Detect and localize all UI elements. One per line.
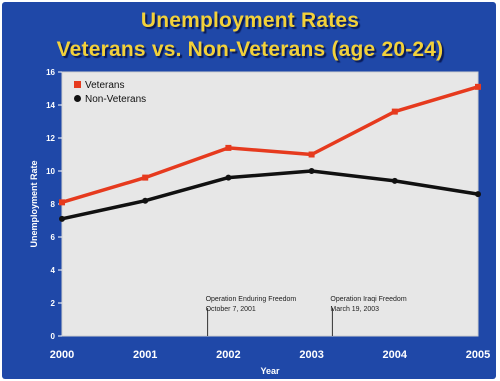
y-tick-label: 16 bbox=[46, 68, 55, 77]
y-tick-label: 12 bbox=[46, 134, 55, 143]
data-point bbox=[391, 108, 398, 115]
data-point bbox=[142, 174, 149, 181]
y-axis-title: Unemployment Rate bbox=[29, 160, 39, 247]
legend-label: Veterans bbox=[85, 80, 124, 91]
y-tick-label: 4 bbox=[51, 266, 56, 275]
x-tick-label: 2000 bbox=[50, 349, 74, 361]
y-tick-label: 6 bbox=[51, 233, 56, 242]
data-point bbox=[308, 151, 315, 158]
x-tick-label: 2003 bbox=[299, 349, 323, 361]
x-tick-label: 2002 bbox=[216, 349, 240, 361]
annotation-title: Operation Iraqi Freedom bbox=[330, 296, 406, 303]
data-point bbox=[225, 144, 232, 151]
annotation-date: October 7, 2001 bbox=[206, 306, 256, 313]
y-tick-label: 0 bbox=[51, 332, 56, 341]
series-line-non-veterans bbox=[60, 169, 480, 221]
series-line-veterans bbox=[60, 85, 480, 205]
data-point bbox=[475, 83, 481, 90]
x-tick-label: 2001 bbox=[133, 349, 157, 361]
y-tick-label: 2 bbox=[51, 299, 56, 308]
y-tick-label: 8 bbox=[51, 200, 56, 209]
y-tick-label: 10 bbox=[46, 167, 55, 176]
data-point bbox=[308, 168, 315, 174]
annotation-date: March 19, 2003 bbox=[330, 306, 379, 313]
data-point bbox=[59, 199, 65, 206]
legend-label: Non-Veterans bbox=[85, 94, 146, 105]
data-point bbox=[225, 174, 232, 181]
y-tick-label: 14 bbox=[46, 101, 55, 110]
annotation-title: Operation Enduring Freedom bbox=[206, 296, 297, 303]
data-point bbox=[391, 177, 398, 184]
legend-marker bbox=[74, 81, 81, 88]
data-point bbox=[475, 191, 481, 198]
legend-marker bbox=[74, 95, 81, 102]
chart-title: Unemployment Rates bbox=[140, 9, 360, 32]
x-tick-label: 2005 bbox=[466, 349, 490, 361]
x-axis-title: Year bbox=[260, 366, 280, 376]
chart-subtitle: Veterans vs. Non-Veterans (age 20-24) bbox=[56, 38, 444, 61]
x-tick-label: 2004 bbox=[383, 349, 408, 361]
data-point bbox=[142, 197, 149, 204]
data-point bbox=[59, 215, 65, 222]
